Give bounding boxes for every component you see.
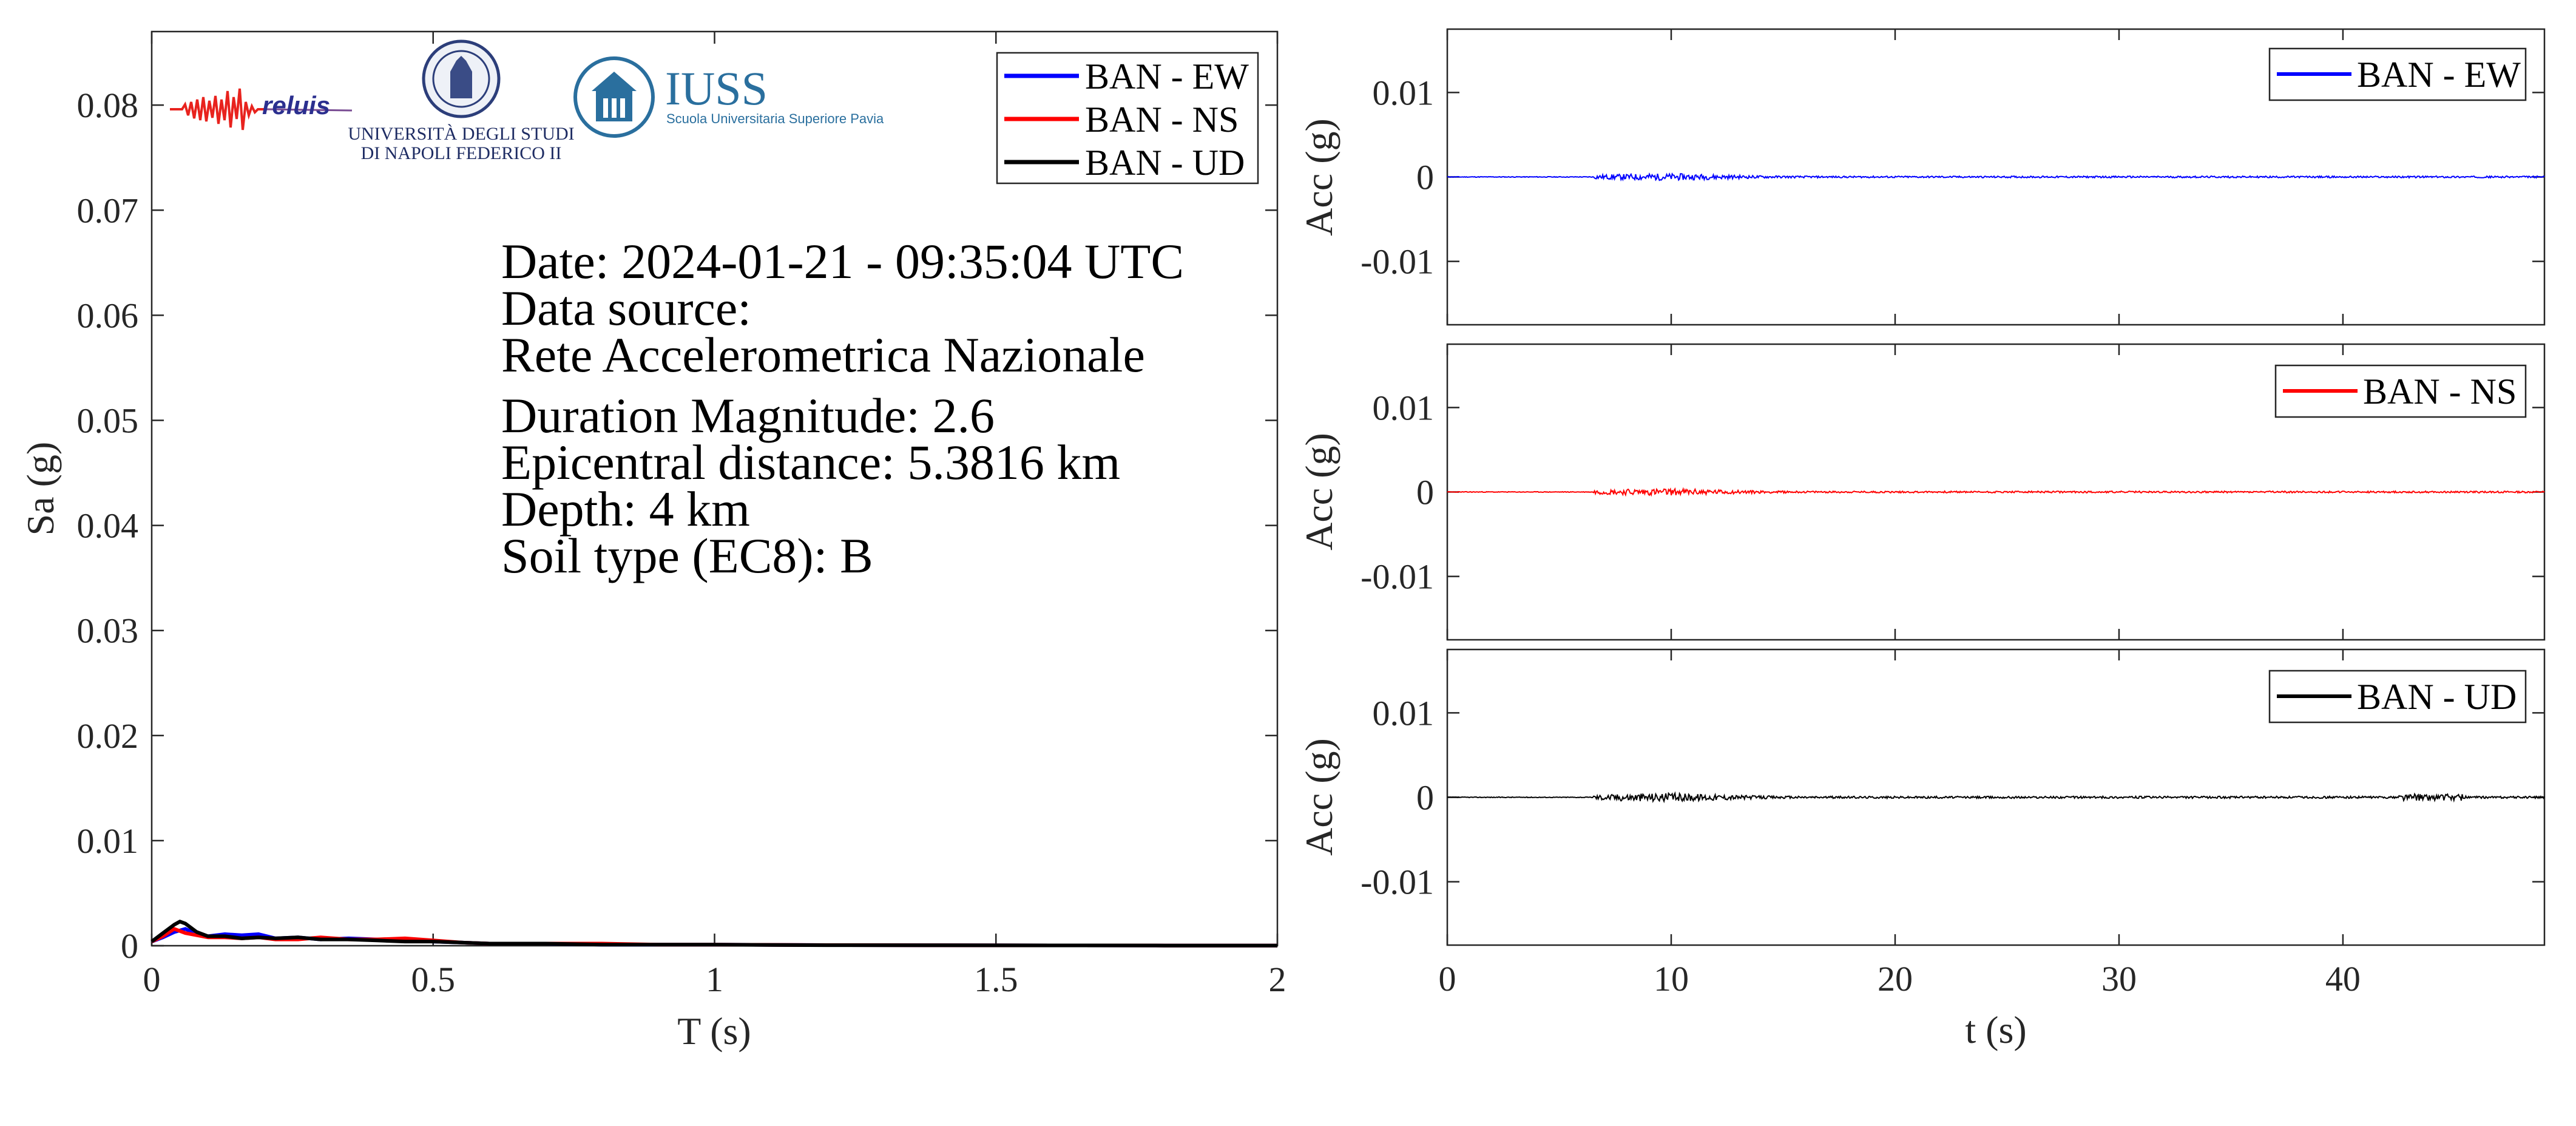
- event-info: Date: 2024-01-21 - 09:35:04 UTC Data sou…: [501, 234, 1184, 583]
- unina-line1: UNIVERSITÀ DEGLI STUDI: [348, 124, 574, 144]
- time-xlabel: t (s): [1965, 1008, 2026, 1051]
- acc-ew-legend-label: BAN - EW: [2357, 55, 2521, 95]
- acc-ew-ytick-label: 0.01: [1373, 73, 1435, 112]
- acc-panel-ew: Acc (g) BAN - EW -0.01 0 0.01: [1297, 28, 2546, 326]
- legend-label-ud: BAN - UD: [1085, 143, 1245, 183]
- spectrum-ytick-label: 0.01: [77, 821, 139, 861]
- spectrum-xtick-label: 1: [706, 960, 723, 999]
- acc-ud-xtick-label: 0: [1439, 959, 1456, 999]
- spectrum-ylabel: Sa (g): [19, 442, 62, 536]
- acc-ud-trace: [1447, 791, 2545, 804]
- legend-label-ew: BAN - EW: [1085, 56, 1249, 97]
- spectrum-ytick-label: 0.08: [77, 86, 139, 125]
- event-date: Date: 2024-01-21 - 09:35:04 UTC: [501, 234, 1184, 289]
- acc-ew-ytick-label: 0: [1416, 158, 1434, 197]
- acc-ud-xtick-label: 10: [1654, 959, 1689, 999]
- reluis-logo-text: reluis: [262, 91, 330, 120]
- spectrum-line-ud: [150, 920, 1277, 948]
- iuss-title: IUSS: [665, 62, 768, 115]
- spectrum-ticks: 0 0.5 1 1.5 2 0 0.01 0.02 0.03 0.04 0.05 0.06 0.07 0.…: [77, 32, 1286, 999]
- spectrum-xtick-label: 2: [1269, 960, 1286, 999]
- acc-ew-trace: [1447, 172, 2545, 182]
- spectrum-xtick-label: 1.5: [974, 960, 1018, 999]
- spectrum-lines: [150, 920, 1277, 948]
- legend-label-ns: BAN - NS: [1085, 100, 1239, 140]
- acc-ud-xtick-label: 20: [1878, 959, 1913, 999]
- response-spectrum-chart: 0 0.5 1 1.5 2 0 0.01 0.02 0.03 0.04 0.05 0.06 0.07 0.…: [19, 30, 1286, 1053]
- acc-ns-ylabel: Acc (g): [1297, 433, 1340, 551]
- acc-ns-ytick-label: 0: [1416, 473, 1434, 512]
- acc-ns-ytick-label: -0.01: [1361, 557, 1434, 597]
- spectrum-xlabel: T (s): [677, 1009, 751, 1053]
- acc-ud-ylabel: Acc (g): [1297, 738, 1340, 856]
- acc-panel-ud: Acc (g) BAN - UD -0.01 0 0.01 0 10 20 30 40: [1297, 648, 2546, 999]
- acc-ud-xtick-label: 30: [2101, 959, 2137, 999]
- spectrum-legend: BAN - EW BAN - NS BAN - UD: [996, 52, 1259, 185]
- acc-ud-ytick-label: 0: [1416, 778, 1434, 818]
- acc-ns-trace: [1447, 487, 2545, 497]
- epicentral-distance: Epicentral distance: 5.3816 km: [501, 435, 1120, 490]
- acc-ud-xtick-label: 40: [2325, 959, 2361, 999]
- iuss-logo: IUSS Scuola Universitaria Superiore Pavi…: [573, 56, 884, 138]
- depth: Depth: 4 km: [501, 481, 750, 537]
- spectrum-ytick-label: 0.06: [77, 296, 139, 335]
- acc-ns-legend-label: BAN - NS: [2363, 371, 2517, 412]
- spectrum-ytick-label: 0: [121, 926, 138, 966]
- acceleration-panels: Acc (g) BAN - EW -0.01 0 0.01 Acc (g) BAN …: [1297, 28, 2546, 1051]
- acc-panel-ns: Acc (g) BAN - NS -0.01 0 0.01: [1297, 343, 2546, 641]
- spectrum-ytick-label: 0.07: [77, 191, 139, 230]
- unina-line2: DI NAPOLI FEDERICO II: [361, 143, 562, 163]
- acc-ew-ytick-label: -0.01: [1361, 242, 1434, 282]
- acc-ud-legend-label: BAN - UD: [2357, 677, 2517, 717]
- spectrum-ytick-label: 0.04: [77, 506, 139, 546]
- unina-logo: UNIVERSITÀ DEGLI STUDI DI NAPOLI FEDERIC…: [348, 39, 575, 163]
- iuss-subtitle: Scuola Universitaria Superiore Pavia: [666, 111, 884, 126]
- acc-ud-ytick-label: 0.01: [1373, 693, 1435, 733]
- spectrum-ytick-label: 0.03: [77, 611, 139, 651]
- spectrum-xtick-label: 0.5: [411, 960, 456, 999]
- acc-ns-ytick-label: 0.01: [1373, 388, 1435, 427]
- data-source: Rete Accelerometrica Nazionale: [501, 327, 1145, 382]
- acc-ud-ytick-label: -0.01: [1361, 863, 1434, 902]
- data-source-label: Data source:: [501, 280, 751, 336]
- duration-magnitude: Duration Magnitude: 2.6: [501, 388, 995, 443]
- reluis-logo: reluis: [170, 88, 353, 131]
- soil-type: Soil type (EC8): B: [501, 528, 873, 583]
- seismogram-logo-mark: [170, 88, 267, 131]
- acc-ew-ylabel: Acc (g): [1297, 118, 1340, 236]
- spectrum-xtick-label: 0: [143, 960, 161, 999]
- spectrum-ytick-label: 0.05: [77, 401, 139, 440]
- spectrum-ytick-label: 0.02: [77, 716, 139, 756]
